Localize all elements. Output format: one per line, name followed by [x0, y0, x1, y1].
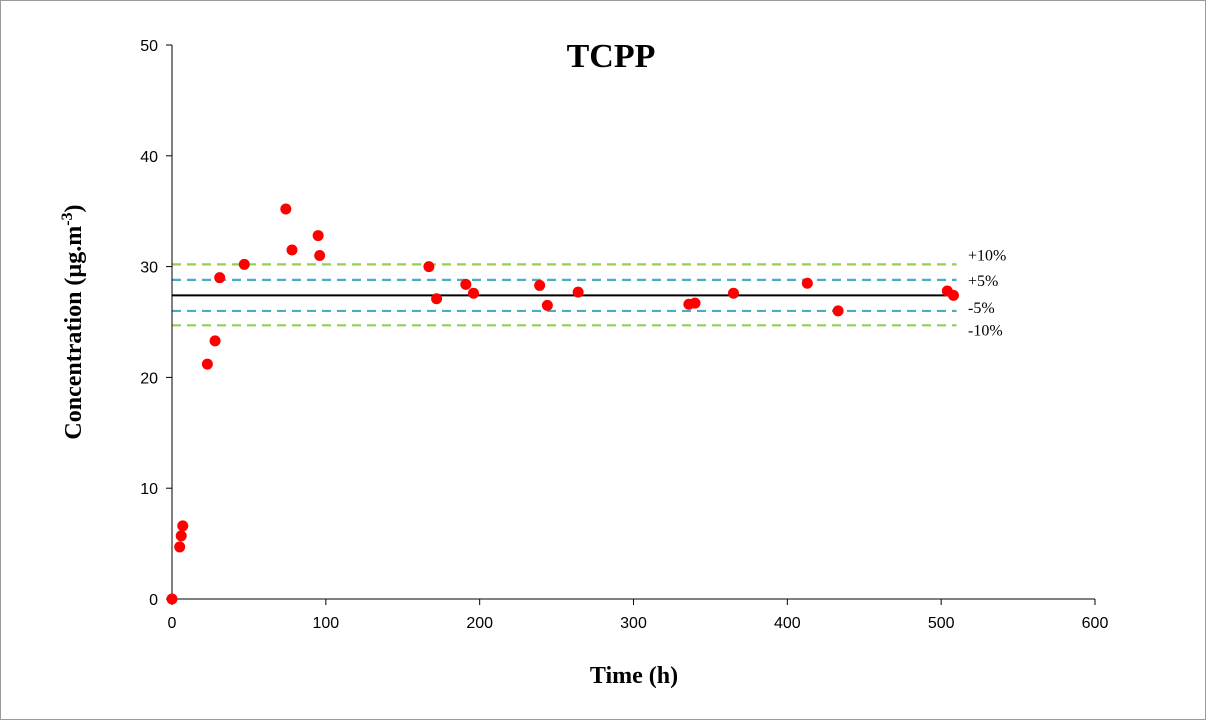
data-point	[832, 305, 844, 317]
data-point	[280, 203, 292, 215]
data-point	[201, 358, 213, 370]
y-axis-title-main: Concentration (µg.m	[61, 226, 87, 440]
data-point	[541, 299, 553, 311]
data-point	[727, 287, 739, 299]
data-point	[689, 297, 701, 309]
data-point	[166, 593, 178, 605]
data-point	[177, 520, 189, 532]
y-axis-title-close: )	[61, 204, 87, 212]
y-tick-label: 40	[140, 149, 158, 166]
x-tick-label: 100	[312, 615, 339, 632]
data-point	[423, 261, 435, 273]
x-tick-label: 200	[466, 615, 493, 632]
data-point	[312, 230, 324, 242]
y-axis-title-superscript: -3	[59, 212, 76, 225]
chart-title: TCPP	[567, 38, 656, 75]
data-point	[468, 287, 480, 299]
y-tick-label: 0	[149, 592, 158, 609]
data-point	[314, 250, 326, 262]
x-tick-label: 500	[928, 615, 955, 632]
x-tick-label: 300	[620, 615, 647, 632]
data-point	[534, 279, 546, 291]
data-point	[801, 277, 813, 289]
data-point	[286, 244, 298, 256]
y-tick-label: 10	[140, 481, 158, 498]
x-axis-title: Time (h)	[590, 663, 678, 689]
band-label: -10%	[968, 322, 1003, 339]
data-point	[431, 293, 443, 305]
data-point	[214, 272, 226, 284]
data-point	[460, 278, 472, 290]
y-tick-label: 50	[140, 38, 158, 55]
band-lines: +10% +5% -5% -10%	[172, 247, 1006, 339]
data-point	[209, 335, 221, 347]
band-label: +5%	[968, 273, 998, 290]
y-axis-title: Concentration (µg.m-3)	[59, 204, 87, 439]
x-tick-label: 400	[774, 615, 801, 632]
y-tick-label: 30	[140, 260, 158, 277]
data-point	[947, 289, 959, 301]
data-points	[166, 203, 959, 605]
band-label: -5%	[968, 300, 995, 317]
data-point	[572, 286, 584, 298]
x-tick-label: 0	[168, 615, 177, 632]
band-label: +10%	[968, 247, 1006, 264]
data-point	[238, 258, 250, 270]
y-tick-label: 20	[140, 370, 158, 387]
data-point	[175, 530, 187, 542]
x-tick-label: 600	[1082, 615, 1109, 632]
data-point	[174, 541, 186, 553]
